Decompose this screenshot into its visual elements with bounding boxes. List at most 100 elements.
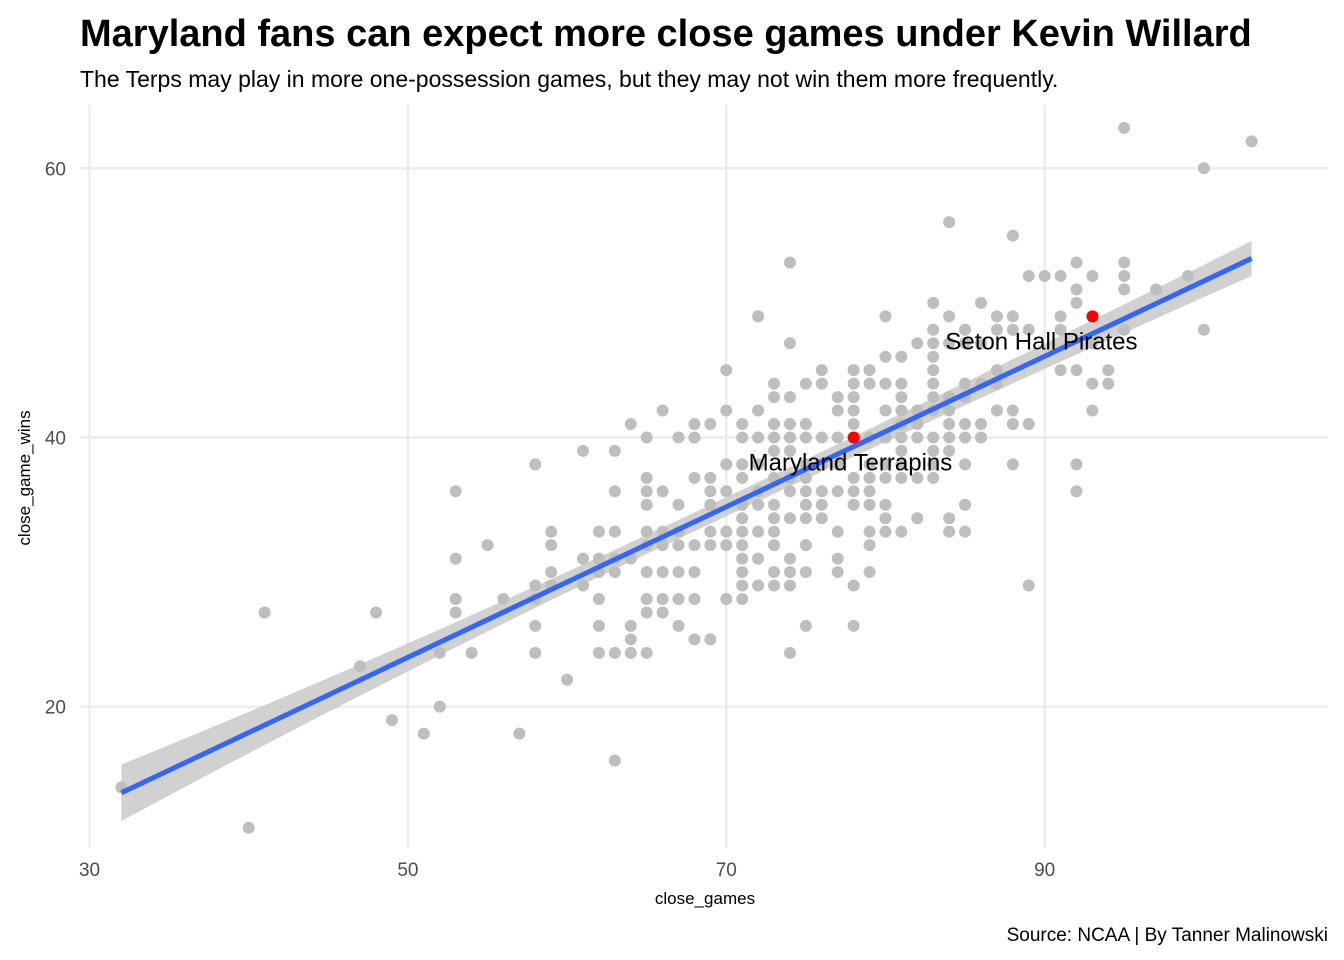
data-point: [1006, 418, 1019, 431]
data-point: [624, 646, 637, 659]
data-point: [799, 377, 812, 390]
data-point: [386, 714, 398, 727]
data-point: [815, 377, 828, 390]
data-point: [847, 498, 860, 511]
data-point: [831, 552, 844, 565]
data-point: [688, 431, 701, 444]
data-point: [879, 310, 892, 323]
data-point: [783, 256, 796, 269]
data-point: [592, 646, 605, 659]
data-point: [720, 364, 733, 377]
data-point: [545, 539, 558, 552]
data-point: [449, 606, 462, 619]
data-point: [815, 431, 828, 444]
data-point: [879, 377, 892, 390]
data-point: [783, 444, 796, 457]
data-point: [1070, 458, 1083, 471]
data-point: [974, 418, 987, 431]
data-point: [959, 418, 972, 431]
data-point: [863, 471, 876, 484]
data-point: [783, 337, 796, 350]
data-point: [879, 525, 892, 538]
data-point: [1022, 579, 1035, 592]
data-point: [752, 579, 765, 592]
data-point: [736, 579, 749, 592]
data-point: [831, 458, 844, 471]
data-point: [513, 727, 526, 740]
data-point: [831, 566, 844, 579]
data-point: [831, 525, 844, 538]
data-point: [688, 471, 701, 484]
data-point: [1197, 162, 1210, 175]
data-point: [863, 525, 876, 538]
data-point: [847, 579, 860, 592]
data-point: [768, 539, 781, 552]
data-point: [847, 364, 860, 377]
data-point: [895, 377, 908, 390]
data-point: [990, 323, 1003, 336]
data-point: [1118, 283, 1131, 296]
chart-subtitle: The Terps may play in more one-possessio…: [80, 66, 1058, 92]
data-point: [927, 444, 940, 457]
data-point: [592, 552, 605, 565]
x-tick-label: 50: [397, 860, 418, 881]
data-point: [529, 646, 542, 659]
data-point: [592, 619, 605, 632]
data-point: [783, 485, 796, 498]
data-point: [736, 566, 749, 579]
data-point: [895, 471, 908, 484]
data-point: [672, 592, 685, 605]
data-point: [529, 458, 542, 471]
data-point: [943, 216, 956, 229]
data-point: [242, 821, 255, 834]
data-point: [640, 606, 653, 619]
data-point: [545, 525, 558, 538]
data-point: [879, 350, 892, 363]
data-point: [768, 498, 781, 511]
data-point: [943, 525, 956, 538]
data-point: [831, 391, 844, 404]
data-point: [990, 310, 1003, 323]
data-point: [704, 485, 717, 498]
data-point: [815, 364, 828, 377]
data-point: [895, 444, 908, 457]
data-point: [1006, 310, 1019, 323]
data-point: [1006, 404, 1019, 417]
data-point: [783, 431, 796, 444]
data-point: [1070, 296, 1083, 309]
data-point: [592, 592, 605, 605]
data-point: [863, 566, 876, 579]
data-point: [1022, 418, 1035, 431]
data-point: [1070, 485, 1083, 498]
data-point: [831, 404, 844, 417]
data-point: [879, 458, 892, 471]
data-point: [847, 391, 860, 404]
data-point: [736, 592, 749, 605]
data-point: [608, 525, 621, 538]
data-point: [688, 592, 701, 605]
data-point: [783, 512, 796, 525]
data-point: [497, 592, 510, 605]
data-point: [354, 660, 367, 673]
data-point: [783, 566, 796, 579]
data-point: [672, 431, 685, 444]
data-point: [640, 485, 653, 498]
data-point: [704, 498, 717, 511]
data-point: [847, 418, 860, 431]
data-point: [752, 498, 765, 511]
data-point: [768, 391, 781, 404]
data-point: [1070, 283, 1083, 296]
data-point: [799, 471, 812, 484]
data-point: [799, 485, 812, 498]
data-point: [672, 619, 685, 632]
data-point: [863, 539, 876, 552]
data-point: [927, 350, 940, 363]
data-point: [895, 391, 908, 404]
data-point: [258, 606, 271, 619]
data-point: [720, 539, 733, 552]
data-point: [752, 404, 765, 417]
data-point: [656, 592, 669, 605]
data-point: [799, 619, 812, 632]
data-point: [736, 418, 749, 431]
